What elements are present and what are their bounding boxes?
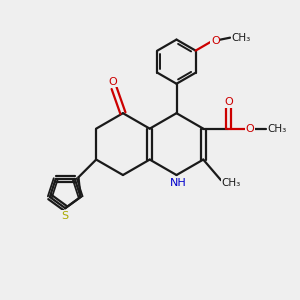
Text: O: O (224, 97, 233, 107)
Text: S: S (61, 211, 68, 220)
Text: NH: NH (169, 178, 186, 188)
Text: CH₃: CH₃ (232, 33, 251, 43)
Text: CH₃: CH₃ (267, 124, 286, 134)
Text: O: O (211, 36, 220, 46)
Text: O: O (245, 124, 254, 134)
Text: O: O (108, 77, 117, 87)
Text: CH₃: CH₃ (222, 178, 241, 188)
